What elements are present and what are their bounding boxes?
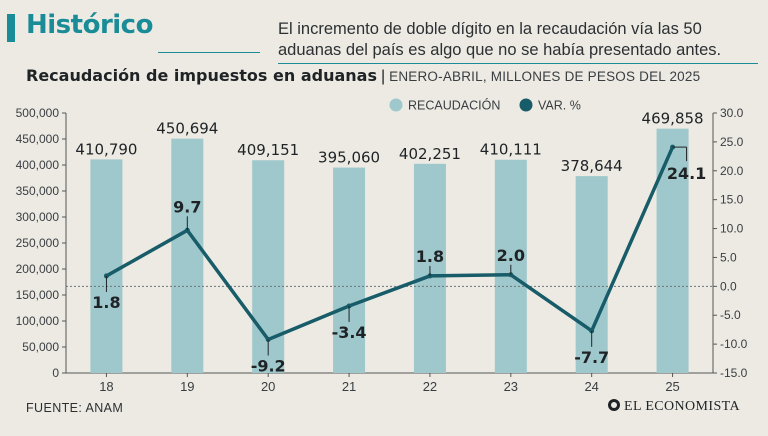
left-axis-tick-label: 0 [52, 366, 59, 380]
title-separator: | [380, 68, 386, 85]
line-value-label: 24.1 [667, 164, 706, 183]
chart-description: El incremento de doble dígito en la reca… [278, 19, 758, 64]
line-value-label: 1.8 [416, 247, 444, 266]
x-axis-tick-label: 19 [180, 379, 194, 394]
right-axis-tick-label: 25.0 [720, 135, 744, 149]
bar-value-label: 450,694 [156, 120, 218, 138]
right-axis-tick-label: 20.0 [720, 164, 744, 178]
left-axis-tick-label: 300,000 [16, 210, 60, 224]
bar-value-label: 410,111 [480, 141, 542, 159]
bar-value-label: 469,858 [642, 110, 704, 128]
x-axis-tick-label: 21 [342, 379, 356, 394]
chart-subtitle: ENERO-ABRIL, MILLONES DE PESOS DEL 2025 [389, 69, 701, 84]
var-line [105, 146, 675, 342]
line-value-label: 1.8 [92, 293, 120, 312]
left-axis-tick-label: 100,000 [16, 314, 60, 328]
line-value-label: -3.4 [332, 323, 367, 342]
right-axis-tick-label: 10.0 [720, 222, 744, 236]
line-value-label: -9.2 [251, 356, 286, 375]
chart-header: Recaudación de impuestos en aduanas | ENER… [26, 66, 700, 86]
bar-recaudacion [90, 159, 123, 373]
x-axis-tick-label: 23 [504, 379, 518, 394]
left-axis-tick-label: 250,000 [16, 236, 60, 250]
source-note: FUENTE: ANAM [26, 401, 124, 415]
bar-value-label: 410,790 [75, 140, 137, 158]
left-axis-tick-label: 400,000 [16, 158, 60, 172]
left-axis-tick-label: 150,000 [16, 288, 60, 302]
right-axis-tick-label: 15.0 [720, 193, 744, 207]
bar-recaudacion [171, 138, 204, 373]
left-axis-tick-label: 450,000 [16, 132, 60, 146]
x-axis-tick-label: 20 [261, 379, 275, 394]
brand-name: EL ECONOMISTA [624, 399, 740, 414]
legend-var-marker [519, 98, 533, 112]
right-axis-tick-label: -5.0 [720, 308, 741, 322]
x-axis-tick-label: 25 [665, 379, 679, 394]
left-axis-tick-label: 500,000 [16, 106, 60, 120]
x-axis-tick-label: 18 [99, 379, 113, 394]
left-axis-tick-label: 200,000 [16, 262, 60, 276]
line-value-label: 2.0 [497, 246, 525, 265]
right-axis-tick-label: -10.0 [720, 337, 748, 351]
line-value-label: -7.7 [574, 348, 609, 367]
bar-value-label: 395,060 [318, 149, 380, 167]
title-divider [158, 52, 260, 53]
right-axis-tick-label: 5.0 [720, 250, 737, 264]
chart-title: Recaudación de impuestos en aduanas [26, 66, 377, 85]
legend-var-label: VAR. % [538, 99, 581, 113]
bar-value-label: 402,251 [399, 145, 461, 163]
legend-recaudacion-label: RECAUDACIÓN [408, 98, 500, 113]
brand-icon [608, 399, 621, 411]
left-axis-tick-label: 350,000 [16, 184, 60, 198]
bar-recaudacion [333, 167, 366, 373]
legend-recaudacion-marker [389, 98, 403, 112]
right-axis-tick-label: -15.0 [720, 366, 748, 380]
bar-value-label: 378,644 [561, 157, 623, 175]
x-axis-tick-label: 24 [584, 379, 598, 394]
x-axis-tick-label: 22 [423, 379, 437, 394]
title-accent-bar [7, 14, 15, 42]
bar-value-label: 409,151 [237, 141, 299, 159]
right-axis-tick-label: 0.0 [720, 279, 737, 293]
right-axis-tick-label: 30.0 [720, 106, 744, 120]
left-axis-tick-label: 50,000 [22, 340, 59, 354]
line-value-label: 9.7 [173, 197, 201, 216]
page-title: Histórico [26, 10, 153, 40]
brand-logo: EL ECONOMISTA [608, 399, 740, 415]
